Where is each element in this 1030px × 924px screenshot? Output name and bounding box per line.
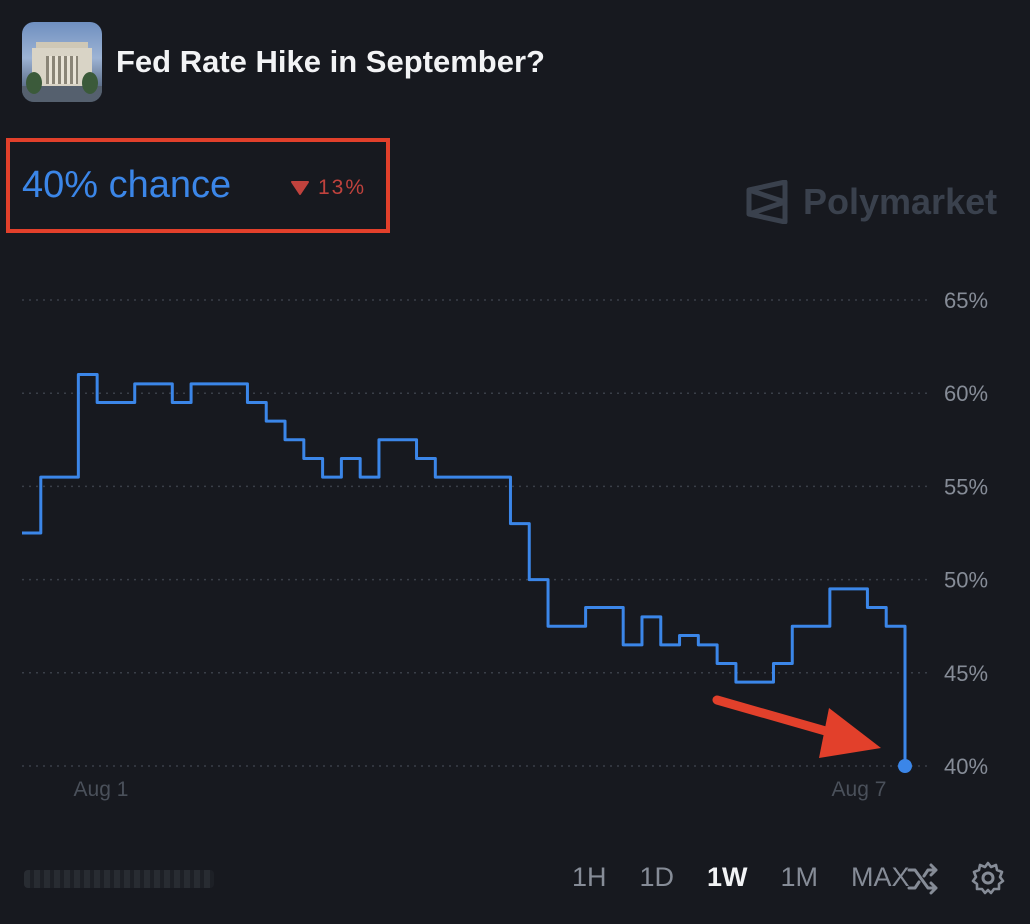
series-line (22, 373, 907, 766)
market-header: Fed Rate Hike in September? (22, 22, 545, 102)
y-tick-label: 65% (944, 288, 988, 313)
polymarket-logo-icon (746, 180, 788, 224)
latest-point (898, 759, 912, 773)
market-title: Fed Rate Hike in September? (116, 44, 545, 79)
change-value: 13% (318, 176, 367, 199)
y-tick-label: 60% (944, 381, 988, 406)
y-tick-label: 45% (944, 661, 988, 686)
time-range-selector: 1H 1D 1W 1M MAX (572, 862, 943, 893)
blurred-text (24, 870, 214, 888)
polymarket-brand: Polymarket (745, 180, 997, 224)
y-tick-label: 55% (944, 474, 988, 499)
highlight-box (6, 138, 390, 233)
down-triangle-icon (291, 181, 309, 195)
chance-value: 40% chance (22, 164, 232, 206)
gear-icon[interactable] (970, 860, 1006, 901)
range-button-1d[interactable]: 1D (639, 862, 675, 892)
range-button-max[interactable]: MAX (851, 862, 910, 892)
range-button-1m[interactable]: 1M (780, 862, 819, 892)
range-button-1h[interactable]: 1H (572, 862, 607, 892)
market-thumbnail (22, 22, 102, 102)
x-tick-label: Aug 1 (74, 778, 129, 801)
change-badge: 13% (290, 176, 366, 200)
x-tick-label: Aug 7 (832, 778, 887, 801)
range-button-1w[interactable]: 1W (707, 862, 748, 892)
y-tick-label: 50% (944, 568, 988, 593)
y-tick-label: 40% (944, 754, 988, 779)
shuffle-icon[interactable] (906, 862, 940, 901)
annotation-arrow (712, 695, 881, 758)
brand-name: Polymarket (803, 181, 998, 222)
